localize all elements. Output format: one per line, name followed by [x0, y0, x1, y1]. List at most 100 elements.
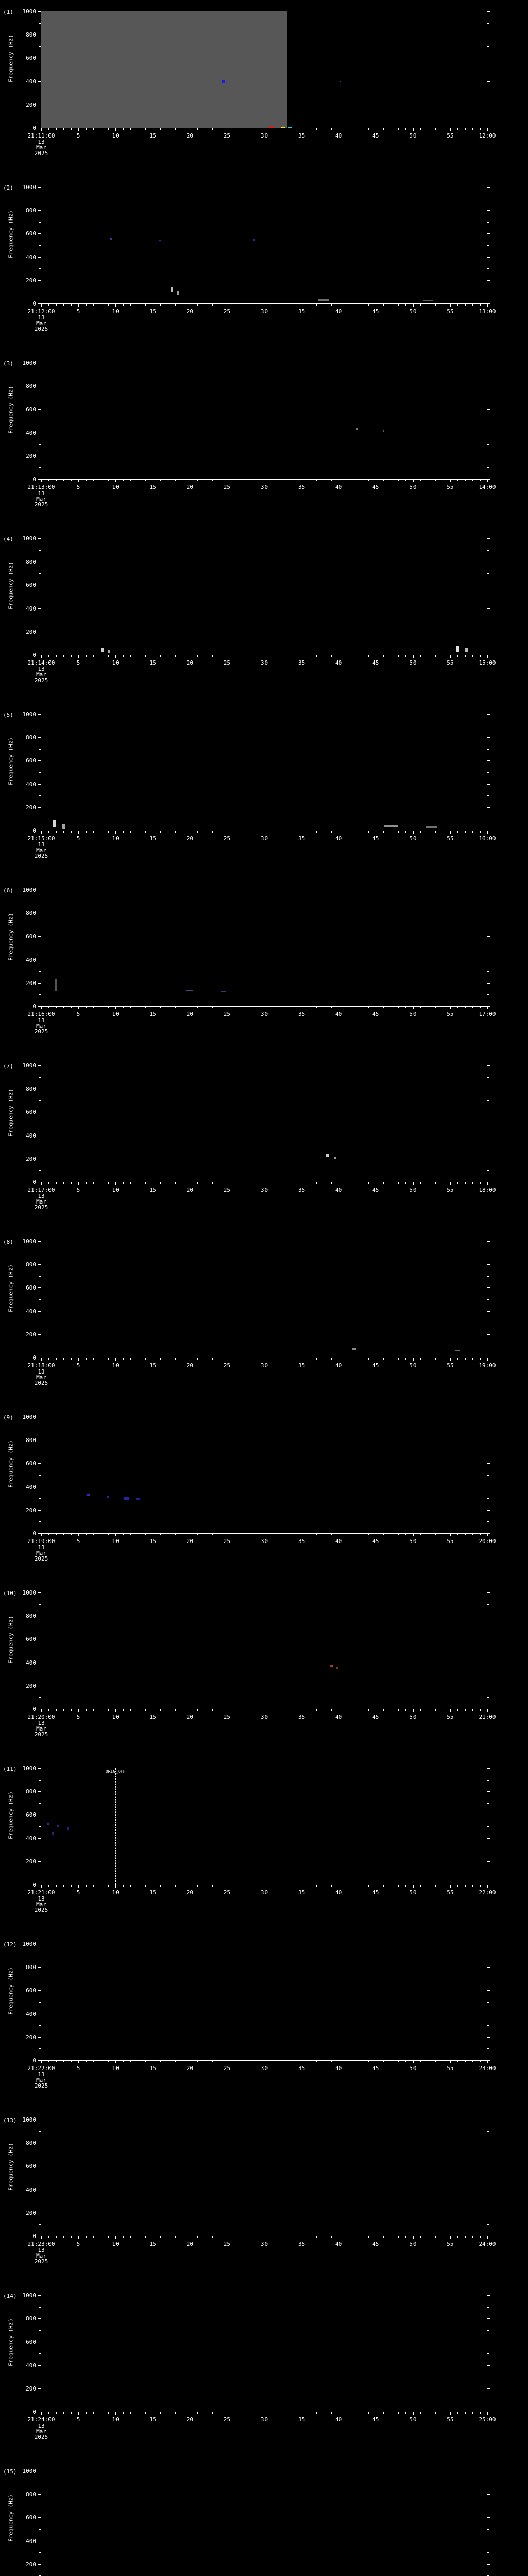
x-axis-major-tick — [78, 1534, 79, 1536]
spectrogram-panel: (5) Frequency (Hz) 0 200 400 600 800 1000 21:15:… — [0, 703, 528, 878]
x-axis-minor-tick — [435, 1885, 436, 1887]
x-axis-minor-tick — [86, 128, 87, 130]
x-axis-tick-label: 35 — [298, 132, 305, 139]
x-axis-minor-tick — [71, 2412, 72, 2414]
x-axis-tick-label: 10 — [112, 1889, 119, 1896]
y-axis-minor-tick — [39, 1077, 41, 1078]
x-axis-minor-tick — [48, 831, 50, 833]
x-axis-tick-label: 10 — [112, 1187, 119, 1193]
x-axis-major-tick — [41, 304, 42, 307]
x-axis-minor-tick — [368, 128, 369, 130]
x-axis-major-tick — [450, 480, 451, 482]
x-axis-date-label: 13 — [38, 1720, 45, 1726]
x-axis-major-tick — [450, 1007, 451, 1009]
x-axis-minor-tick — [316, 1007, 317, 1008]
x-axis-tick-label: 45 — [372, 1011, 380, 1018]
spectral-detection — [177, 291, 179, 295]
x-axis-minor-tick — [480, 1358, 481, 1360]
x-axis-tick-label: 15 — [149, 132, 156, 139]
x-axis-minor-tick — [368, 2236, 369, 2238]
x-axis-minor-tick — [405, 1358, 406, 1360]
x-axis-tick-label: 12:00 — [478, 132, 496, 139]
x-axis-tick-label: 55 — [447, 2416, 454, 2423]
y-axis-major-tick — [38, 2060, 41, 2061]
x-axis-minor-tick — [63, 2412, 64, 2414]
x-axis-minor-tick — [331, 1182, 332, 1184]
x-axis-minor-tick — [405, 304, 406, 306]
x-axis-tick-label: 5 — [76, 1714, 80, 1720]
x-axis-minor-tick — [405, 1534, 406, 1535]
x-axis-major-tick — [487, 128, 488, 131]
y-axis-minor-tick — [39, 1170, 41, 1171]
y-axis-right-tick — [487, 303, 490, 304]
x-axis-minor-tick — [420, 2412, 421, 2414]
x-axis-minor-tick — [465, 1709, 466, 1711]
x-axis-minor-tick — [435, 480, 436, 481]
x-axis-minor-tick — [197, 2412, 198, 2414]
x-axis-minor-tick — [130, 2236, 131, 2238]
y-axis-minor-tick — [39, 2307, 41, 2308]
x-axis-major-tick — [450, 2412, 451, 2415]
x-axis-minor-tick — [420, 1885, 421, 1887]
x-axis-tick-label: 35 — [298, 2416, 305, 2423]
x-axis-major-tick — [41, 831, 42, 834]
x-axis-minor-tick — [212, 480, 213, 481]
y-axis-right-tick — [487, 749, 489, 750]
x-axis-minor-tick — [368, 1182, 369, 1184]
x-axis-minor-tick — [145, 655, 146, 657]
y-axis-right-tick — [487, 1967, 490, 1968]
x-axis-tick-label: 25 — [223, 132, 231, 139]
x-axis-minor-tick — [86, 1534, 87, 1535]
panel-index-label: (5) — [3, 711, 13, 718]
x-axis-date-label: 2025 — [34, 1380, 48, 1386]
y-axis-tick-label: 200 — [26, 804, 36, 811]
x-axis-minor-tick — [457, 1182, 458, 1184]
x-axis-major-tick — [41, 2412, 42, 2415]
y-axis-major-tick — [38, 1838, 41, 1839]
x-axis-tick-label: 40 — [335, 1538, 342, 1545]
x-axis-minor-tick — [63, 1007, 64, 1008]
x-axis-major-tick — [450, 655, 451, 658]
x-axis-tick-label: 10 — [112, 1714, 119, 1720]
x-axis-minor-tick — [71, 1358, 72, 1360]
y-axis-major-tick — [38, 608, 41, 609]
x-axis-minor-tick — [71, 304, 72, 306]
x-axis-tick-label: 40 — [335, 308, 342, 315]
spectral-detection — [101, 647, 104, 652]
x-axis-date-label: 13 — [38, 1193, 45, 1199]
y-axis-tick-label: 600 — [26, 2338, 36, 2346]
x-axis-minor-tick — [93, 1709, 94, 1711]
x-axis-minor-tick — [383, 831, 384, 833]
x-axis-date-label: 13 — [38, 314, 45, 321]
y-axis-minor-tick — [39, 1498, 41, 1499]
x-axis-minor-tick — [383, 1709, 384, 1711]
spectral-detection — [456, 645, 459, 652]
y-axis-right-tick — [487, 1311, 490, 1312]
y-axis-tick-label: 800 — [26, 910, 36, 917]
x-axis-minor-tick — [368, 480, 369, 481]
x-axis-major-tick — [450, 831, 451, 834]
x-axis-minor-tick — [93, 304, 94, 306]
y-axis-right-tick — [487, 2295, 490, 2296]
x-axis-tick-label: 15 — [149, 659, 156, 666]
x-axis-minor-tick — [108, 304, 109, 306]
x-axis-minor-tick — [175, 2412, 176, 2414]
plot-area — [41, 1944, 487, 2060]
y-axis-major-tick — [38, 1463, 41, 1464]
x-axis-tick-label: 21:17:00 — [27, 1187, 55, 1193]
y-axis-minor-tick — [39, 222, 41, 223]
x-axis-tick-label: 20 — [186, 1538, 193, 1545]
x-axis-minor-tick — [398, 1709, 399, 1711]
x-axis-minor-tick — [56, 2061, 57, 2062]
x-axis-minor-tick — [465, 1182, 466, 1184]
x-axis-major-tick — [412, 480, 414, 482]
x-axis-minor-tick — [63, 2236, 64, 2238]
x-axis-minor-tick — [56, 1534, 57, 1535]
plot-area — [41, 1417, 487, 1533]
x-axis-minor-tick — [212, 128, 213, 130]
x-axis-minor-tick — [130, 1709, 131, 1711]
x-axis-minor-tick — [56, 2412, 57, 2414]
y-axis-right-tick — [487, 1791, 490, 1792]
y-axis-tick-label: 1000 — [22, 1765, 37, 1772]
x-axis-major-tick — [487, 2412, 488, 2415]
